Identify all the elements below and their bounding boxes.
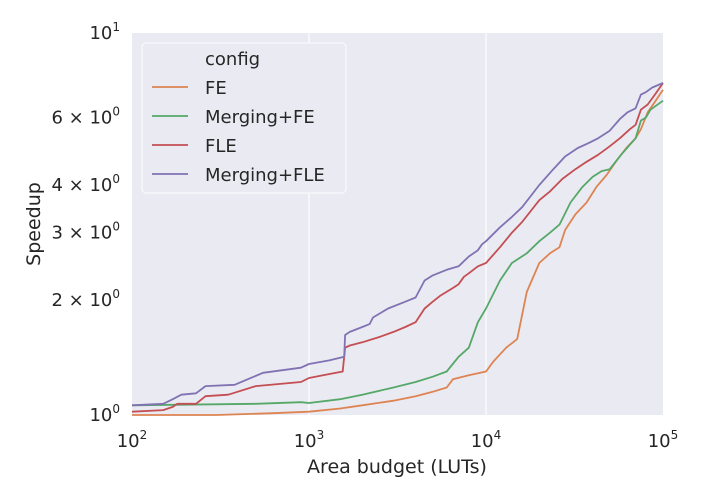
y-tick-mantissa: 3 × — [51, 223, 89, 244]
series-line-merging-fle — [131, 82, 664, 407]
y-tick-label: 6 × 100 — [51, 105, 120, 129]
x-tick-base: 10 — [471, 431, 494, 452]
x-tick-base: 10 — [117, 431, 140, 452]
x-tick-base: 10 — [648, 431, 671, 452]
x-tick-label: 105 — [648, 428, 679, 452]
x-tick-label: 104 — [471, 428, 502, 452]
legend-label: FLE — [205, 136, 237, 157]
x-tick-base: 10 — [294, 431, 317, 452]
series-line-merging-fe — [131, 99, 664, 407]
y-tick-label: 3 × 100 — [51, 220, 120, 244]
x-tick-exponent: 4 — [494, 428, 502, 442]
y-tick-base: 10 — [89, 405, 112, 426]
legend-label: Merging+FLE — [205, 165, 325, 186]
y-tick-exponent: 0 — [112, 287, 120, 301]
legend-title: config — [205, 49, 260, 70]
y-tick-base: 10 — [89, 108, 112, 129]
y-tick-base: 10 — [89, 290, 112, 311]
legend-label: Merging+FE — [205, 107, 315, 128]
y-tick-mantissa: 4 × — [51, 175, 89, 196]
x-tick-exponent: 5 — [671, 428, 679, 442]
legend-box — [141, 42, 347, 194]
y-tick-exponent: 0 — [112, 172, 120, 186]
legend: config FE Merging+FE FLE Merging+FLE — [141, 42, 347, 194]
y-tick-label: 4 × 100 — [51, 172, 120, 196]
legend-label: FE — [205, 78, 227, 99]
y-tick-exponent: 1 — [112, 20, 120, 34]
y-tick-base: 10 — [89, 223, 112, 244]
y-tick-mantissa: 6 × — [51, 108, 89, 129]
series-line-fle — [131, 82, 664, 413]
x-tick-exponent: 3 — [317, 428, 325, 442]
y-tick-exponent: 0 — [112, 402, 120, 416]
y-tick-mantissa: 2 × — [51, 290, 89, 311]
y-tick-label: 101 — [89, 20, 120, 44]
y-axis-label: Speedup — [23, 182, 45, 266]
series-lines — [131, 82, 664, 416]
x-axis-label: Area budget (LUTs) — [307, 456, 487, 478]
y-tick-label: 100 — [89, 402, 120, 426]
x-tick-exponent: 2 — [140, 428, 148, 442]
y-tick-base: 10 — [89, 23, 112, 44]
y-tick-base: 10 — [89, 175, 112, 196]
x-tick-labels: 102 103 104 105 — [117, 428, 679, 452]
x-tick-label: 102 — [117, 428, 148, 452]
y-tick-exponent: 0 — [112, 220, 120, 234]
y-tick-label: 2 × 100 — [51, 287, 120, 311]
y-tick-exponent: 0 — [112, 105, 120, 119]
x-tick-label: 103 — [294, 428, 325, 452]
legend-items: FE Merging+FE FLE Merging+FLE — [152, 78, 325, 186]
